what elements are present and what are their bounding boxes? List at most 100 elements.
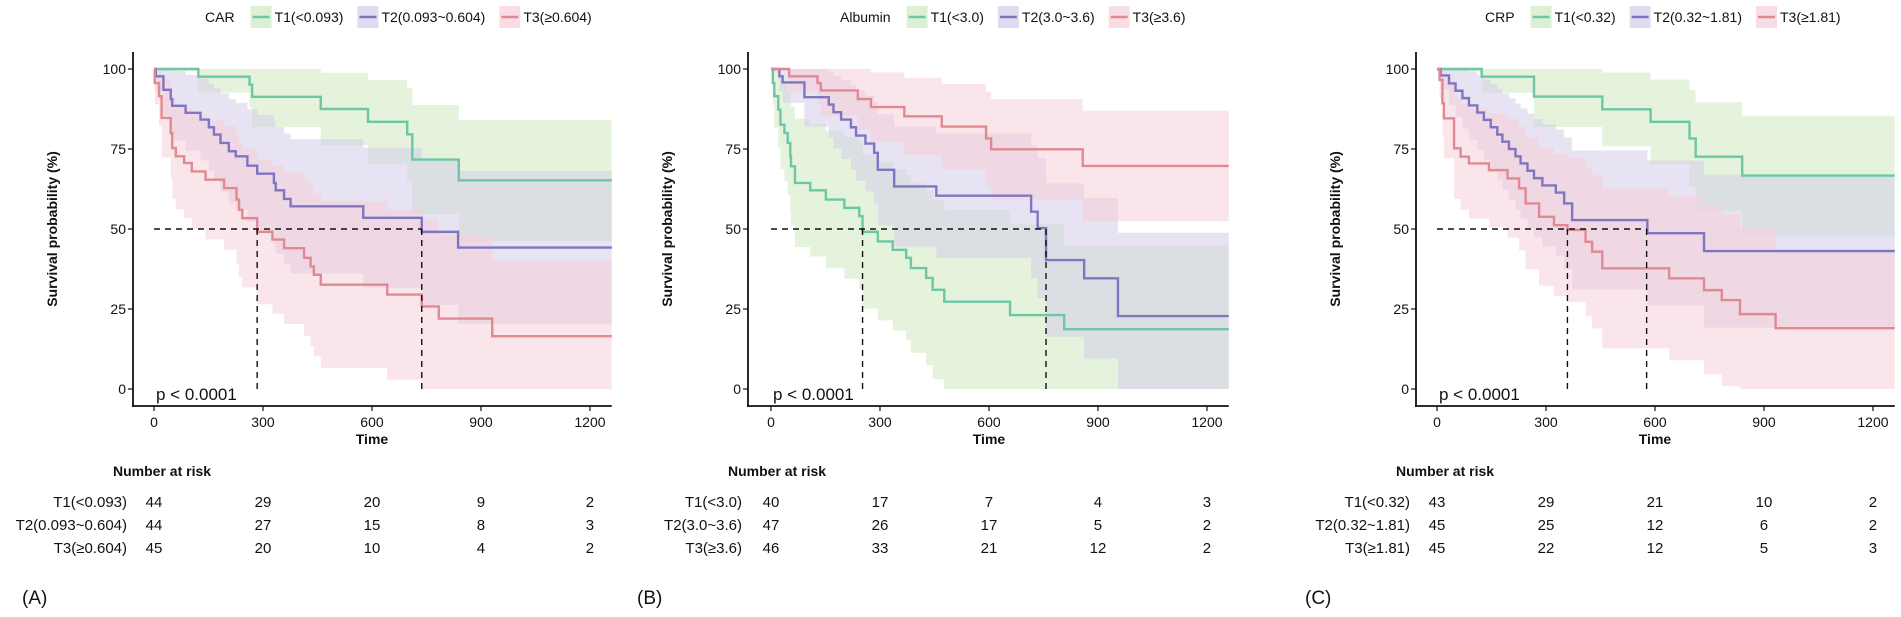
risk-count: 10 (1756, 494, 1773, 511)
y-tick-label: 75 (110, 141, 126, 157)
p-value-label: p < 0.0001 (773, 385, 854, 404)
x-tick-label: 600 (1643, 414, 1667, 430)
ci-band-3 (154, 69, 612, 389)
panel-label: (B) (637, 588, 662, 609)
risk-count: 44 (146, 517, 163, 534)
risk-count: 43 (1429, 494, 1446, 511)
x-tick-label: 300 (868, 414, 892, 430)
y-tick-label: 50 (725, 221, 741, 237)
y-tick-label: 50 (110, 221, 126, 237)
risk-count: 26 (872, 517, 889, 534)
survival-curve-1 (771, 67, 1229, 331)
risk-table-title: Number at risk (728, 463, 826, 479)
y-tick-label: 0 (118, 381, 126, 397)
risk-count: 21 (981, 540, 998, 557)
y-axis-title: Survival probability (%) (659, 151, 675, 307)
y-tick-label: 100 (103, 61, 127, 77)
survival-curve-2 (1437, 67, 1895, 253)
ci-band-2 (154, 69, 612, 325)
risk-count: 2 (1203, 517, 1211, 534)
y-tick-label: 50 (1393, 221, 1409, 237)
panel-label: (A) (22, 588, 47, 609)
legend-title: Albumin (840, 9, 891, 25)
risk-count: 2 (586, 540, 594, 557)
x-tick-label: 0 (767, 414, 775, 430)
risk-count: 5 (1094, 517, 1102, 534)
risk-row-label: T1(<3.0) (685, 494, 742, 511)
y-tick-label: 100 (718, 61, 742, 77)
x-tick-label: 600 (977, 414, 1001, 430)
legend-label: T2(0.093~0.604) (381, 9, 485, 25)
x-tick-label: 0 (1433, 414, 1441, 430)
y-axis-title: Survival probability (%) (1327, 151, 1343, 307)
risk-count: 10 (364, 540, 381, 557)
risk-count: 4 (1094, 494, 1102, 511)
risk-count: 45 (1429, 540, 1446, 557)
risk-count: 8 (477, 517, 485, 534)
risk-count: 45 (1429, 517, 1446, 534)
risk-count: 40 (763, 494, 780, 511)
x-tick-label: 900 (1086, 414, 1110, 430)
panel-label: (C) (1305, 588, 1331, 609)
y-tick-label: 25 (1393, 301, 1409, 317)
risk-count: 17 (872, 494, 889, 511)
risk-count: 25 (1538, 517, 1555, 534)
x-axis-title: Time (356, 431, 389, 447)
risk-count: 12 (1090, 540, 1107, 557)
x-tick-label: 300 (251, 414, 275, 430)
risk-row-label: T1(<0.093) (53, 494, 127, 511)
survival-curve-2 (154, 67, 612, 249)
risk-count: 2 (1203, 540, 1211, 557)
risk-row-label: T3(≥0.604) (54, 540, 127, 557)
confidence-bands (1437, 69, 1895, 389)
legend-title: CAR (205, 9, 235, 25)
risk-count: 17 (981, 517, 998, 534)
y-tick-label: 25 (110, 301, 126, 317)
x-axis-title: Time (1639, 431, 1672, 447)
x-axis-title: Time (973, 431, 1006, 447)
x-tick-label: 1200 (1857, 414, 1888, 430)
x-tick-label: 600 (360, 414, 384, 430)
risk-count: 44 (146, 494, 163, 511)
legend-label: T3(≥0.604) (523, 9, 591, 25)
ci-band-3 (1437, 69, 1895, 389)
risk-count: 2 (1869, 517, 1877, 534)
survival-curve-2 (771, 67, 1229, 318)
y-tick-label: 75 (725, 141, 741, 157)
legend: CRP T1(<0.32) T2(0.32~1.81) T3(≥1.81) (1485, 6, 1841, 28)
legend-title: CRP (1485, 9, 1515, 25)
x-tick-label: 300 (1534, 414, 1558, 430)
survival-curve-3 (153, 67, 612, 338)
x-tick-label: 0 (150, 414, 158, 430)
legend-label: T1(<0.32) (1555, 9, 1616, 25)
risk-row-label: T2(3.0~3.6) (664, 517, 742, 534)
risk-count: 20 (255, 540, 272, 557)
y-tick-label: 75 (1393, 141, 1409, 157)
survival-curve-3 (771, 67, 1229, 168)
y-tick-label: 0 (1401, 381, 1409, 397)
y-tick-label: 25 (725, 301, 741, 317)
risk-count: 12 (1647, 517, 1664, 534)
risk-count: 5 (1760, 540, 1768, 557)
legend-label: T3(≥3.6) (1133, 9, 1186, 25)
x-tick-label: 1200 (1191, 414, 1222, 430)
legend-label: T1(<0.093) (275, 9, 344, 25)
risk-count: 47 (763, 517, 780, 534)
legend-label: T3(≥1.81) (1780, 9, 1841, 25)
risk-count: 27 (255, 517, 272, 534)
risk-count: 4 (477, 540, 485, 557)
risk-table-title: Number at risk (113, 463, 211, 479)
risk-count: 3 (1203, 494, 1211, 511)
confidence-bands (154, 69, 612, 389)
legend-label: T1(<3.0) (931, 9, 984, 25)
risk-row-label: T2(0.32~1.81) (1315, 517, 1410, 534)
risk-count: 20 (364, 494, 381, 511)
risk-count: 29 (255, 494, 272, 511)
risk-row-label: T3(≥1.81) (1345, 540, 1410, 557)
risk-count: 6 (1760, 517, 1768, 534)
risk-count: 3 (1869, 540, 1877, 557)
x-tick-label: 900 (1752, 414, 1776, 430)
y-axis-title: Survival probability (%) (44, 151, 60, 307)
legend: Albumin T1(<3.0) T2(3.0~3.6) T3(≥3.6) (840, 6, 1185, 28)
